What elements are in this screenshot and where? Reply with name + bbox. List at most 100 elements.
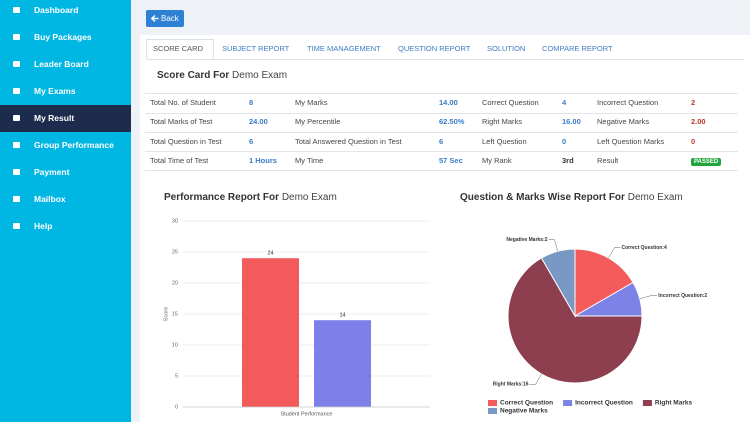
menu-item[interactable]: Help [0,213,131,240]
report-card [140,35,750,422]
menu-icon [13,168,20,175]
label-cell: Total Time of Test [150,156,209,165]
slice-label: Correct Question:4 [622,245,668,251]
menu-item[interactable]: Leader Board [0,51,131,78]
menu-label: Dashboard [34,4,79,15]
menu-label: Payment [34,166,70,177]
back-button[interactable]: Back [146,10,184,27]
slice-label: Incorrect Question:2 [658,293,707,299]
label-cell: Right Marks [482,117,523,126]
label-cell: Correct Question [482,98,539,107]
slice-label: Right Marks:16 [493,382,529,388]
menu-icon [13,33,20,40]
row-divider [145,113,738,114]
label-cell: My Rank [482,156,512,165]
label-cell: Left Question Marks [597,137,665,146]
result-badge: PASSED [691,158,722,166]
y-tick-label: 30 [172,218,178,224]
menu-item[interactable]: Buy Packages [0,24,131,51]
value-cell: 8 [249,98,254,107]
menu-label: My Exams [34,85,76,96]
value-cell: 0 [562,137,567,146]
label-cell: Incorrect Question [597,98,659,107]
pie-chart-title: Question & Marks Wise Report For Demo Ex… [460,192,683,203]
back-icon [151,15,159,22]
bar [242,258,299,407]
title-exam: Demo Exam [627,192,683,203]
tab[interactable]: SOLUTION [487,44,526,53]
title-bold: Score Card For [157,70,230,81]
y-tick-label: 5 [175,373,178,379]
value-cell: 57 Sec [439,156,463,165]
data-label: 14 [339,313,345,319]
sidebar: Dashboard Buy Packages Leader Board My Exam… [0,0,131,422]
y-tick-label: 20 [172,280,178,286]
label-cell: Result [597,156,619,165]
leader-line [639,295,658,299]
legend-label: Correct Question [500,400,553,407]
tab[interactable]: QUESTION REPORT [398,44,471,53]
value-cell: 62.50% [439,117,465,126]
title-bold: Performance Report For [164,192,280,203]
menu-label: Leader Board [34,58,89,69]
label-cell: Total Question in Test [150,137,222,146]
tab[interactable]: COMPARE REPORT [542,44,613,53]
tab[interactable]: TIME MANAGEMENT [307,44,381,53]
value-cell: 4 [562,98,567,107]
menu-item[interactable]: My Result [0,104,131,132]
label-cell: My Percentile [295,117,341,126]
leader-line [548,239,558,252]
menu-icon [13,60,20,67]
data-label: 24 [267,251,273,257]
y-axis-label: Score [163,307,169,321]
tab[interactable]: SUBJECT REPORT [222,44,290,53]
menu-item[interactable]: Group Performance [0,132,131,159]
legend-swatch [563,400,573,406]
menu-label: Help [34,220,53,231]
legend-swatch [488,408,497,414]
menu-label: Mailbox [34,193,66,204]
menu-icon [13,195,20,202]
y-tick-label: 15 [172,311,178,317]
row-divider [145,132,738,133]
y-tick-label: 10 [172,342,178,348]
menu-item[interactable]: Mailbox [0,186,131,213]
menu-item[interactable]: My Exams [0,78,131,105]
label-cell: Negative Marks [597,117,650,126]
value-cell: 0 [691,137,696,146]
leader-line [608,247,621,259]
pie-slice [574,248,634,317]
title-exam: Demo Exam [232,70,288,81]
menu-item[interactable]: Payment [0,159,131,186]
value-cell: 6 [249,137,254,146]
menu-label: Buy Packages [34,31,92,42]
y-tick-label: 0 [175,404,178,410]
label-cell: Total Marks of Test [150,117,213,126]
row-divider [145,151,738,152]
value-cell: PASSED [691,156,722,166]
bar [314,320,371,407]
menu-icon [13,114,20,121]
row-divider [145,93,738,94]
legend-swatch [488,400,497,406]
x-tick-label: Student Performance [281,411,333,417]
menu-icon [13,87,20,94]
label-cell: My Marks [295,98,328,107]
back-label: Back [161,14,179,23]
value-cell: 2.00 [691,117,706,126]
legend-label: Right Marks [655,400,693,407]
slice-label: Negative Marks:2 [506,237,547,243]
value-cell: 3rd [562,156,574,165]
value-cell: 2 [691,98,696,107]
pie-slice [507,257,643,384]
tab[interactable]: SCORE CARD [146,39,214,59]
menu-item[interactable]: Dashboard [0,0,131,24]
tabs: SCORE CARD SUBJECT REPORT TIME MANAGEMENT Q… [146,39,744,60]
y-tick-label: 25 [172,249,178,255]
menu-icon [13,222,20,229]
leader-line [529,373,542,385]
legend-label: Negative Marks [500,408,548,415]
label-cell: Total No. of Student [150,98,216,107]
menu-label: My Result [34,112,75,123]
